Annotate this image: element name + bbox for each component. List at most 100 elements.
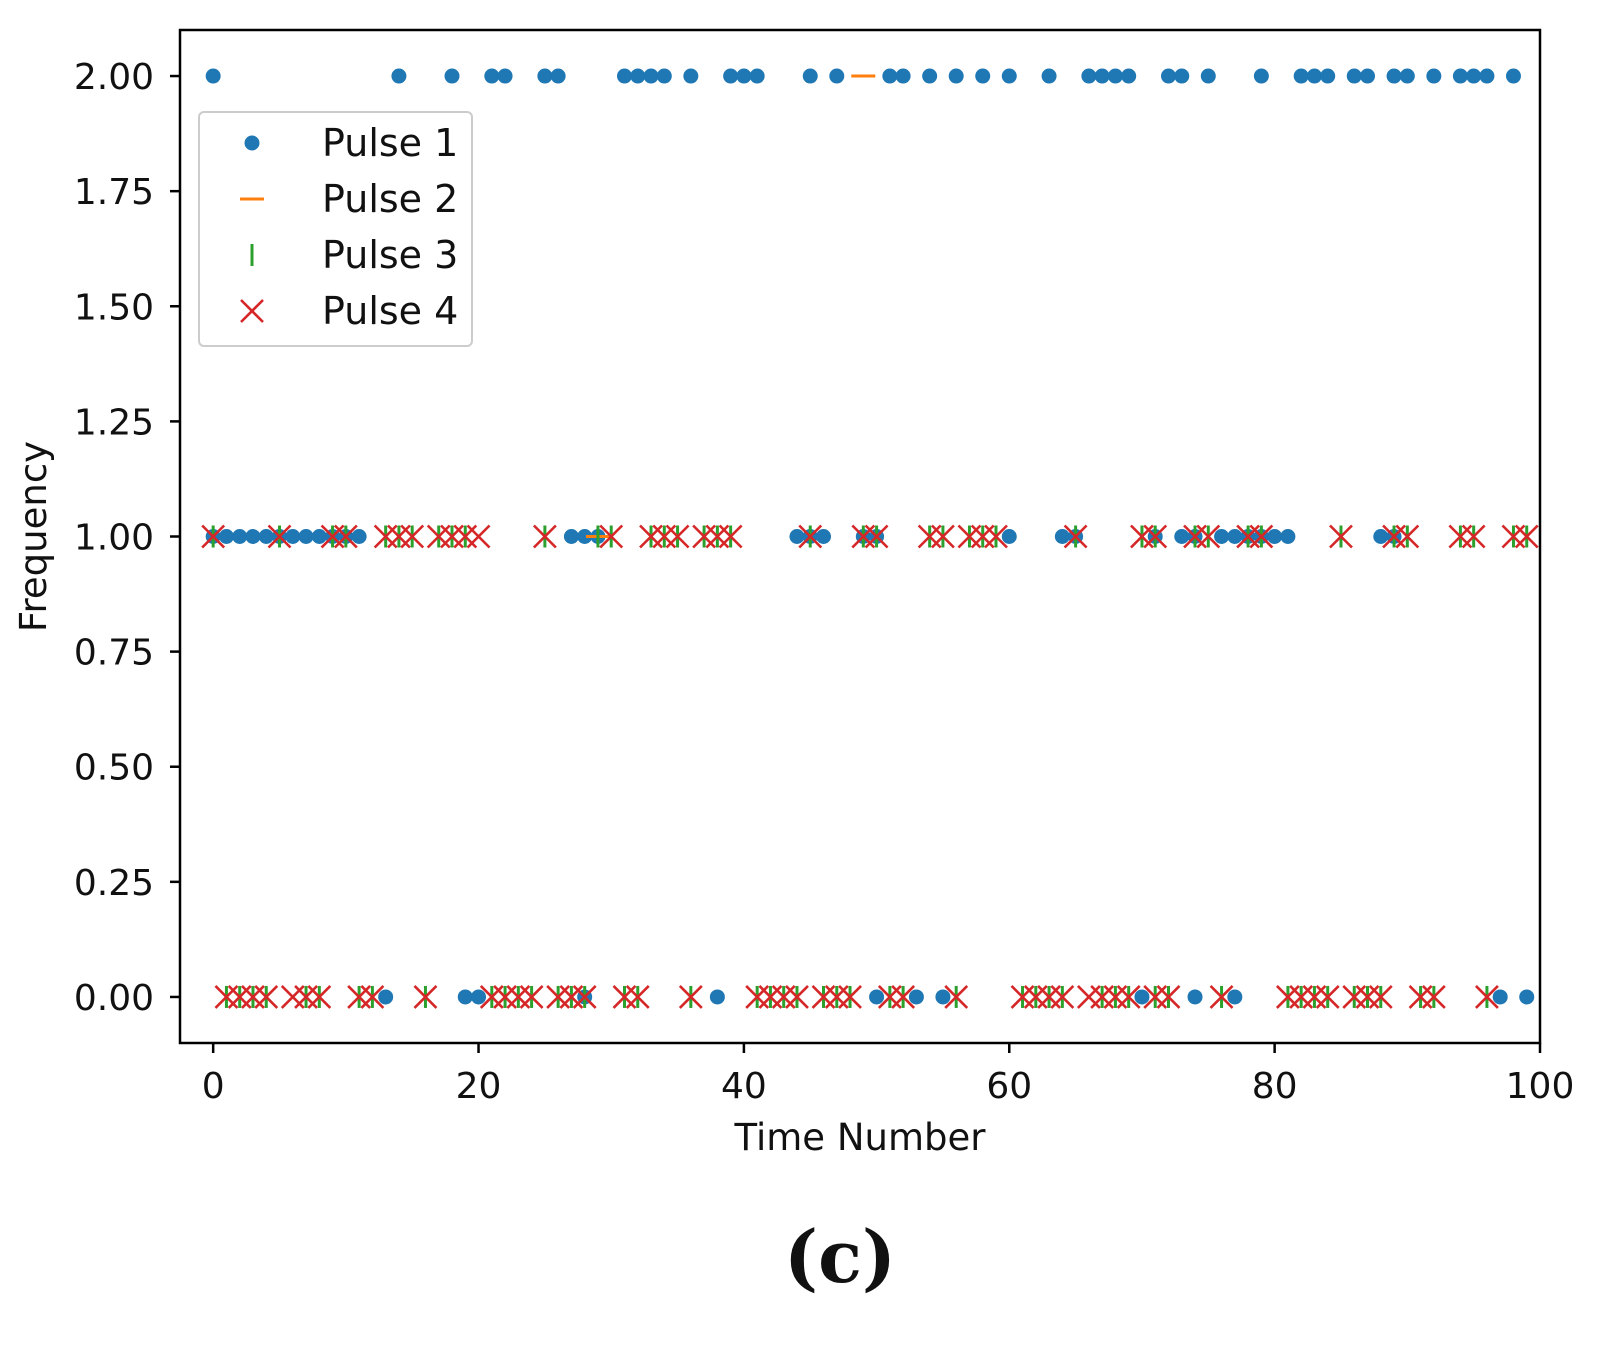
x-stroke — [466, 524, 491, 549]
y-tick-label: 0.75 — [74, 633, 154, 674]
y-tick-label: 2.00 — [74, 57, 154, 98]
x-stroke — [1329, 524, 1353, 549]
legend-entry: Pulse 1 — [244, 121, 458, 165]
x-stroke — [1143, 524, 1168, 549]
data-point — [298, 529, 314, 544]
legend-entry: Pulse 3 — [250, 233, 458, 277]
data-point — [1315, 985, 1340, 1009]
x-stroke — [201, 524, 226, 549]
data-point — [1160, 68, 1176, 84]
data-point — [802, 68, 818, 84]
x-stroke — [1461, 524, 1486, 549]
data-point — [1214, 529, 1230, 544]
data-point — [1426, 68, 1442, 84]
data-point — [254, 985, 279, 1009]
data-point — [908, 989, 924, 1005]
data-point — [351, 529, 367, 544]
data-point — [1399, 68, 1415, 84]
data-point — [1094, 68, 1110, 84]
data-point — [1174, 529, 1190, 544]
data-point — [895, 68, 911, 84]
data-point — [718, 524, 743, 549]
data-point — [1373, 529, 1389, 544]
data-point — [975, 68, 991, 84]
data-point — [471, 989, 487, 1005]
x-stroke — [798, 524, 823, 549]
x-stroke — [1421, 985, 1446, 1009]
x-stroke — [413, 985, 438, 1009]
x-stroke — [333, 524, 358, 549]
x-stroke — [678, 985, 703, 1009]
data-point — [1492, 989, 1508, 1005]
data-point — [550, 68, 566, 84]
x-stroke — [307, 985, 332, 1009]
data-point — [1479, 68, 1495, 84]
x-stroke — [838, 985, 862, 1009]
data-point — [457, 989, 473, 1005]
data-point — [984, 524, 1008, 549]
data-point — [563, 529, 579, 544]
data-point — [1063, 524, 1088, 549]
data-point — [1081, 68, 1097, 84]
x-stroke — [864, 524, 889, 549]
series-pulse-4 — [201, 524, 1539, 1009]
x-stroke — [1156, 985, 1181, 1009]
y-tick-label: 1.25 — [74, 402, 154, 443]
data-point — [864, 524, 889, 549]
data-point — [1196, 524, 1221, 549]
data-point — [1293, 68, 1309, 84]
data-point — [1050, 985, 1075, 1009]
x-stroke — [1116, 985, 1141, 1009]
data-point — [709, 989, 725, 1005]
x-stroke — [891, 985, 916, 1009]
data-point — [1209, 985, 1234, 1009]
data-point — [267, 524, 292, 549]
data-point — [656, 68, 672, 84]
data-point — [1187, 989, 1203, 1005]
data-point — [789, 529, 805, 544]
x-axis: 0 20 40 60 80 100 — [202, 1043, 1574, 1107]
data-point — [829, 68, 845, 84]
data-point — [201, 524, 226, 549]
data-point — [400, 524, 425, 549]
legend-label: Pulse 4 — [322, 289, 458, 333]
data-point — [1320, 68, 1336, 84]
data-point — [1116, 985, 1141, 1009]
y-axis: 0.00 0.25 0.50 0.75 1.00 1.25 1.50 1.75 2.00 — [74, 57, 180, 1019]
data-point — [1134, 989, 1150, 1005]
data-point — [466, 524, 491, 549]
x-stroke — [1063, 524, 1088, 549]
x-stroke — [1475, 985, 1499, 1009]
data-point — [922, 68, 938, 84]
legend-entry: Pulse 2 — [240, 177, 458, 221]
x-tick-label: 40 — [721, 1066, 767, 1107]
data-marks — [201, 68, 1539, 1009]
x-stroke — [1514, 524, 1539, 549]
x-stroke — [718, 524, 743, 549]
data-point — [616, 68, 632, 84]
data-point — [1227, 989, 1243, 1005]
data-point — [1461, 524, 1486, 549]
data-point — [285, 529, 301, 544]
x-stroke — [519, 985, 544, 1009]
figure-caption: (c) — [784, 1214, 896, 1299]
data-point — [948, 68, 964, 84]
x-tick-label: 0 — [202, 1066, 225, 1107]
data-point — [218, 529, 234, 544]
data-point — [736, 68, 752, 84]
y-tick-label: 0.25 — [74, 863, 154, 904]
x-stroke — [1196, 524, 1221, 549]
data-point — [1253, 68, 1269, 84]
y-tick-label: 0.50 — [74, 748, 154, 789]
data-point — [1519, 989, 1535, 1005]
data-point — [1267, 529, 1283, 544]
y-tick-label: 1.00 — [74, 518, 154, 559]
legend-entry: Pulse 4 — [240, 289, 458, 333]
y-tick-label: 1.75 — [74, 172, 154, 213]
data-point — [413, 985, 438, 1009]
data-point — [798, 524, 823, 549]
x-stroke — [254, 985, 279, 1009]
data-point — [869, 989, 885, 1005]
data-point — [891, 985, 916, 1009]
data-point — [1174, 68, 1190, 84]
